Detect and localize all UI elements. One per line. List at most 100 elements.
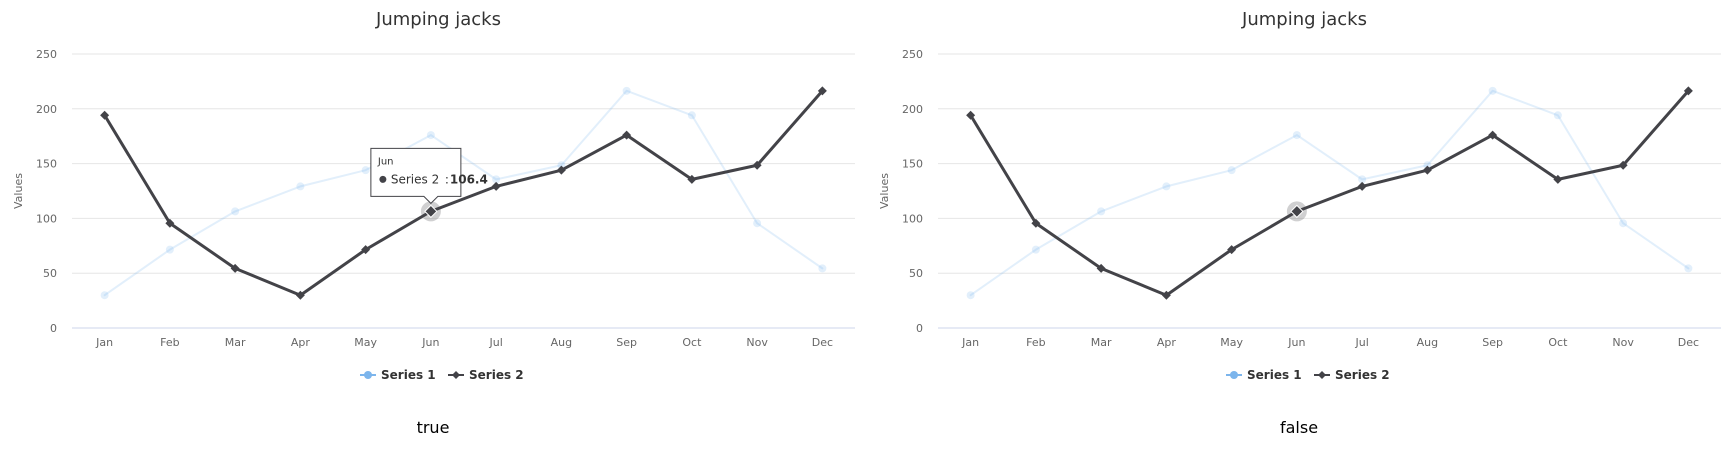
data-point (817, 86, 827, 96)
data-point (492, 175, 501, 184)
legend-item-series-1: Series 1 (1247, 368, 1302, 382)
tooltip-series-label: Series 2 (391, 172, 439, 186)
data-point (1488, 130, 1498, 140)
data-point (1292, 131, 1301, 140)
y-axis-label: Values (878, 173, 891, 209)
data-point (1423, 161, 1432, 170)
x-tick-label: Apr (291, 336, 311, 349)
x-tick-label: Jun (421, 336, 439, 349)
y-tick-label: 0 (916, 322, 923, 335)
data-point (557, 161, 566, 170)
data-point (165, 245, 174, 254)
tooltip-value: 106.4 (450, 172, 488, 186)
series-line (969, 89, 1690, 297)
y-tick-label: 200 (902, 103, 923, 116)
chart-svg: Jumping jacks 0 50 100 150 200 250 Values Jan Feb… (878, 9, 1721, 382)
y-tick-label: 250 (36, 48, 57, 61)
y-tick-label: 0 (50, 322, 57, 335)
legend-symbol-marker (1230, 371, 1238, 379)
y-tick-label: 150 (902, 158, 923, 171)
data-point (818, 264, 827, 273)
data-point (231, 207, 240, 216)
data-point (1619, 219, 1628, 228)
x-tick-label: Nov (746, 336, 768, 349)
x-tick-label: Sep (1482, 336, 1503, 349)
data-point (1031, 218, 1041, 228)
data-point (687, 111, 696, 120)
chart-title: Jumping jacks (1241, 9, 1367, 30)
x-tick-label: Jan (95, 336, 113, 349)
series-line (969, 89, 1690, 297)
hover-point (424, 204, 438, 219)
data-point (1161, 290, 1171, 300)
tooltip-series-dot (379, 175, 387, 183)
data-point (1031, 245, 1040, 254)
x-tick-label: Jul (488, 336, 502, 349)
y-tick-label: 50 (909, 267, 923, 280)
data-point (361, 245, 371, 255)
data-point (753, 219, 762, 228)
y-tick-label: 150 (36, 158, 57, 171)
data-point (966, 110, 976, 120)
series-line (103, 89, 824, 297)
chart-svg: Jumping jacks 0 50 100 150 200 250 Values Jan Feb… (12, 9, 855, 382)
tooltip-box (370, 147, 462, 205)
x-tick-label: Oct (682, 336, 702, 349)
data-point (1553, 174, 1563, 184)
x-tick-label: Oct (1548, 336, 1568, 349)
x-tick-label: Feb (160, 336, 179, 349)
tooltip: Jun Series 2:106.4 (370, 147, 488, 205)
data-point (1358, 175, 1367, 184)
data-point (1227, 166, 1236, 175)
data-point (1227, 245, 1237, 255)
legend-symbol-marker (1318, 371, 1326, 379)
x-tick-label: Nov (1612, 336, 1634, 349)
y-tick-label: 100 (36, 212, 57, 225)
legend-symbol-marker (452, 371, 460, 379)
series-line (103, 89, 824, 297)
chart-caption: false (1279, 418, 1319, 437)
data-point (1684, 264, 1693, 273)
x-tick-label: Jun (1287, 336, 1305, 349)
chart-title: Jumping jacks (375, 9, 501, 30)
legend-item-series-2: Series 2 (1335, 368, 1390, 382)
chart-panel-true: Jumping jacks 0 50 100 150 200 250 Values Jan Feb… (0, 0, 866, 467)
hover-point (1290, 204, 1304, 219)
data-point (556, 165, 566, 175)
data-point (296, 182, 305, 191)
tooltip-colon: : (445, 172, 449, 186)
data-point (622, 86, 631, 95)
data-point (100, 110, 110, 120)
data-point (1683, 86, 1693, 96)
data-point (1422, 165, 1432, 175)
chart-panel-false: Jumping jacks 0 50 100 150 200 250 Values Jan Feb… (866, 0, 1732, 467)
y-tick-label: 250 (902, 48, 923, 61)
data-point (1618, 160, 1628, 170)
x-tick-label: Mar (1091, 336, 1112, 349)
x-tick-label: Feb (1026, 336, 1045, 349)
x-tick-label: May (1220, 336, 1243, 349)
x-tick-label: Dec (812, 336, 833, 349)
data-point (622, 130, 632, 140)
legend-item-series-1: Series 1 (381, 368, 436, 382)
legend-item-series-2: Series 2 (469, 368, 524, 382)
data-point (752, 160, 762, 170)
data-point (1096, 263, 1106, 273)
data-point (1097, 207, 1106, 216)
y-axis-label: Values (12, 173, 25, 209)
x-tick-label: May (354, 336, 377, 349)
y-tick-label: 200 (36, 103, 57, 116)
data-point (1357, 181, 1367, 191)
legend-symbol-marker (364, 371, 372, 379)
data-point (361, 166, 370, 175)
data-point (1553, 111, 1562, 120)
data-point (100, 291, 109, 300)
x-tick-label: Jul (1354, 336, 1368, 349)
x-tick-label: Sep (616, 336, 637, 349)
tooltip-header: Jun (377, 156, 394, 167)
data-point (966, 291, 975, 300)
data-point (491, 181, 501, 191)
x-tick-label: Dec (1678, 336, 1699, 349)
data-point (687, 174, 697, 184)
data-point (1488, 86, 1497, 95)
